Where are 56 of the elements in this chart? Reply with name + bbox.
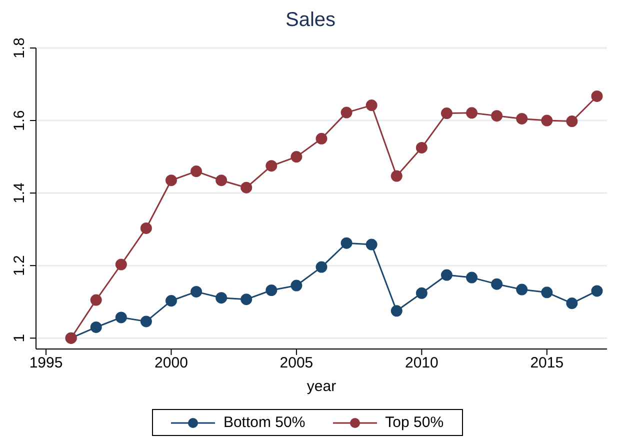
point xyxy=(216,292,228,304)
y-tick-label: 1.4 xyxy=(11,182,28,204)
point xyxy=(190,166,202,178)
point xyxy=(340,106,352,118)
point xyxy=(416,287,428,299)
point xyxy=(440,108,452,120)
point xyxy=(115,258,127,270)
point xyxy=(140,316,152,328)
point xyxy=(165,174,177,186)
point xyxy=(516,284,528,296)
point xyxy=(266,160,278,172)
point xyxy=(440,269,452,281)
point xyxy=(591,285,603,297)
point xyxy=(316,132,328,144)
x-tick-label: 2005 xyxy=(280,354,314,372)
y-tick-label: 1.6 xyxy=(11,110,28,131)
legend-label: Bottom 50% xyxy=(222,414,306,431)
point xyxy=(491,110,503,122)
point xyxy=(466,272,478,284)
y-tick-label: 1.2 xyxy=(11,255,28,276)
x-tick-label: 2010 xyxy=(404,354,438,372)
y-tick-label: 1.8 xyxy=(11,38,28,58)
point xyxy=(591,90,603,102)
point xyxy=(216,174,228,186)
y-tick-label: 1 xyxy=(11,334,28,342)
x-tick-label: 2000 xyxy=(154,354,188,372)
point xyxy=(466,107,478,119)
x-tick-label: 2015 xyxy=(530,354,564,372)
chart-title: Sales xyxy=(284,8,337,32)
point xyxy=(290,280,302,292)
x-axis-title: year xyxy=(306,378,336,395)
legend-label: Top 50% xyxy=(384,414,444,431)
point xyxy=(165,295,177,307)
x-tick-label: 1995 xyxy=(29,354,63,372)
point xyxy=(541,286,553,298)
point xyxy=(390,170,402,182)
point xyxy=(566,298,578,310)
point xyxy=(90,294,102,306)
point xyxy=(266,284,278,296)
point xyxy=(140,222,152,234)
point xyxy=(190,286,202,298)
point xyxy=(516,112,528,124)
point xyxy=(541,114,553,126)
point xyxy=(316,261,328,273)
point xyxy=(566,116,578,128)
point xyxy=(340,237,352,249)
point xyxy=(90,321,102,333)
point xyxy=(240,182,252,194)
point xyxy=(491,278,503,290)
point xyxy=(366,238,378,250)
point xyxy=(366,100,378,112)
point xyxy=(115,312,127,324)
point xyxy=(240,294,252,306)
point xyxy=(416,142,428,154)
point xyxy=(290,151,302,163)
point xyxy=(390,305,402,317)
